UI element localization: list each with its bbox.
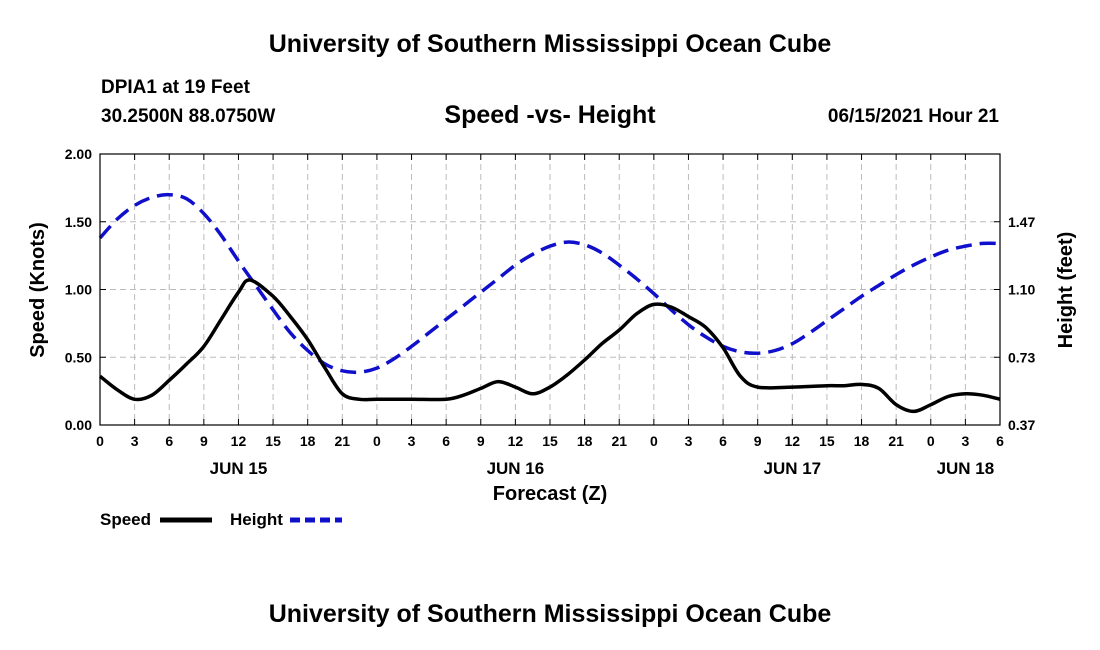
x-tick-label: 3 bbox=[685, 433, 693, 449]
y-axis-label-right: Height (feet) bbox=[1055, 232, 1077, 349]
station-coords: 30.2500N 88.0750W bbox=[101, 106, 276, 127]
y-tick-label-left: 2.00 bbox=[65, 146, 92, 162]
speed-series-line bbox=[98, 278, 1001, 414]
x-tick-label: 0 bbox=[650, 433, 658, 449]
y-tick-label-right: 1.47 bbox=[1008, 214, 1035, 230]
x-tick-label: 9 bbox=[754, 433, 762, 449]
x-tick-label: 12 bbox=[231, 433, 247, 449]
y-axis-label-left: Speed (Knots) bbox=[27, 222, 49, 358]
legend-speed-label: Speed bbox=[100, 510, 151, 529]
chart-title: Speed -vs- Height bbox=[444, 101, 656, 129]
legend: Speed Height bbox=[100, 510, 342, 529]
y-tick-label-right: 1.10 bbox=[1008, 282, 1035, 298]
x-tick-label: 12 bbox=[508, 433, 524, 449]
station-name: DPIA1 at 19 Feet bbox=[101, 77, 250, 98]
x-tick-label: 3 bbox=[131, 433, 139, 449]
y-tick-label-right: 0.73 bbox=[1008, 349, 1035, 365]
x-tick-label: 6 bbox=[719, 433, 727, 449]
x-date-label: JUN 16 bbox=[487, 459, 545, 478]
x-date-label: JUN 15 bbox=[210, 459, 268, 478]
x-tick-label: 18 bbox=[854, 433, 870, 449]
x-tick-label: 21 bbox=[888, 433, 904, 449]
x-tick-label: 18 bbox=[577, 433, 593, 449]
x-date-label: JUN 18 bbox=[937, 459, 995, 478]
page-title: University of Southern Mississippi Ocean… bbox=[268, 30, 832, 58]
x-date-label: JUN 17 bbox=[763, 459, 821, 478]
x-tick-label: 0 bbox=[373, 433, 381, 449]
x-tick-label: 3 bbox=[961, 433, 969, 449]
x-tick-label: 6 bbox=[165, 433, 173, 449]
y-tick-label-left: 0.00 bbox=[65, 417, 92, 433]
x-tick-label: 9 bbox=[477, 433, 485, 449]
x-tick-label: 6 bbox=[442, 433, 450, 449]
y-tick-label-left: 0.50 bbox=[65, 349, 92, 365]
x-tick-label: 15 bbox=[542, 433, 558, 449]
forecast-timestamp: 06/15/2021 Hour 21 bbox=[827, 106, 999, 127]
x-tick-label: 0 bbox=[927, 433, 935, 449]
x-tick-label: 3 bbox=[408, 433, 416, 449]
x-tick-label: 15 bbox=[265, 433, 281, 449]
y-tick-label-left: 1.50 bbox=[65, 214, 92, 230]
height-series-line bbox=[98, 192, 1001, 375]
series-layer bbox=[98, 192, 1001, 414]
footer-title: University of Southern Mississippi Ocean… bbox=[268, 600, 832, 628]
legend-height-label: Height bbox=[230, 510, 283, 529]
x-tick-label: 21 bbox=[335, 433, 351, 449]
x-tick-label: 0 bbox=[96, 433, 104, 449]
x-tick-label: 12 bbox=[785, 433, 801, 449]
y-tick-label-left: 1.00 bbox=[65, 282, 92, 298]
x-tick-label: 15 bbox=[819, 433, 835, 449]
x-tick-label: 18 bbox=[300, 433, 316, 449]
axes: 0 3 6 9 12 15 18 21 0 3 6 9 12 15 18 21 0 3 6 9 12 15 18 21 0 3 6J… bbox=[65, 146, 1036, 478]
x-tick-label: 6 bbox=[996, 433, 1004, 449]
x-tick-label: 9 bbox=[200, 433, 208, 449]
y-tick-label-right: 0.37 bbox=[1008, 417, 1035, 433]
x-axis-label: Forecast (Z) bbox=[493, 483, 607, 505]
x-tick-label: 21 bbox=[611, 433, 627, 449]
